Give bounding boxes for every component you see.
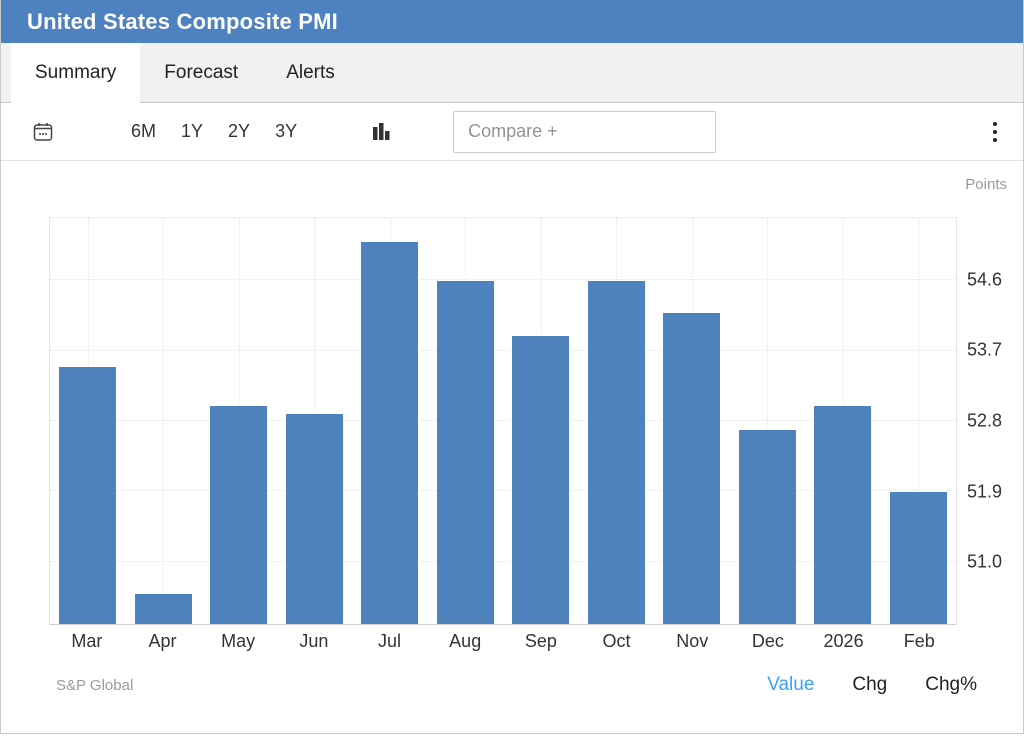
y-tick-label: 52.8 xyxy=(967,410,1003,431)
horizontal-gridline xyxy=(50,490,956,492)
page-title: United States Composite PMI xyxy=(27,8,338,34)
chart-bar-dec[interactable] xyxy=(737,428,797,624)
chart-type-button[interactable] xyxy=(367,117,395,147)
y-tick-label: 54.6 xyxy=(967,269,1003,290)
calendar-icon xyxy=(31,120,55,144)
chart-type-bar-icon xyxy=(369,119,393,145)
x-tick-label: Oct xyxy=(602,631,631,651)
y-axis-unit-label: Points xyxy=(965,176,1007,193)
chart-bar-nov[interactable] xyxy=(662,311,722,624)
chart-body: 51.0 51.9 52.8 53.7 54.6 xyxy=(1,217,1023,625)
bar-cell xyxy=(201,218,277,624)
tab-summary[interactable]: Summary xyxy=(11,43,141,103)
chart-bar-may[interactable] xyxy=(209,405,269,624)
bar-cell xyxy=(428,218,504,624)
bar-cell xyxy=(654,218,730,624)
horizontal-gridline xyxy=(50,420,956,421)
bar-cell xyxy=(352,218,428,624)
vertical-gridline xyxy=(918,218,920,624)
chart-bar-jun[interactable] xyxy=(284,413,344,624)
bar-cell xyxy=(730,218,806,624)
y-tick-label: 51.9 xyxy=(967,481,1003,502)
vertical-gridline xyxy=(163,218,165,624)
y-tick-label: 53.7 xyxy=(967,339,1003,360)
calendar-button[interactable] xyxy=(29,118,57,146)
horizontal-gridline xyxy=(50,349,956,351)
range-button-1y[interactable]: 1Y xyxy=(181,121,204,141)
widget-header: United States Composite PMI xyxy=(1,0,1023,43)
bar-cell xyxy=(126,218,202,624)
x-tick-label: May xyxy=(221,631,256,651)
kebab-menu-icon xyxy=(991,119,999,145)
x-tick-label: Mar xyxy=(71,631,103,651)
bar-cell xyxy=(503,218,579,624)
toolbar: 6M 1Y 2Y 3Y xyxy=(1,103,1023,161)
tab-alerts[interactable]: Alerts xyxy=(286,61,335,83)
range-button-2y[interactable]: 2Y xyxy=(228,121,251,141)
chart-bar-oct[interactable] xyxy=(586,280,646,624)
chart-bar-2026[interactable] xyxy=(813,405,873,624)
chart-footer: S&P Global Value Chg Chg% xyxy=(1,652,1023,696)
horizontal-gridline xyxy=(50,560,956,562)
chart-bar-sep[interactable] xyxy=(511,335,571,624)
bar-cell xyxy=(50,218,126,624)
chart-bar-apr[interactable] xyxy=(133,592,193,624)
chart-bar-mar[interactable] xyxy=(58,366,118,624)
range-button-6m[interactable]: 6M xyxy=(131,121,157,141)
chart-bar-feb[interactable] xyxy=(888,491,948,624)
mode-button-chg-pct[interactable]: Chg% xyxy=(925,674,977,695)
x-tick-label: Apr xyxy=(148,631,177,651)
tab-forecast[interactable]: Forecast xyxy=(164,61,239,83)
x-tick-label: Aug xyxy=(449,631,482,651)
y-axis-labels: 51.0 51.9 52.8 53.7 54.6 xyxy=(957,217,1023,625)
compare-field-wrap xyxy=(453,110,717,153)
bar-cell xyxy=(579,218,655,624)
vertical-gridline xyxy=(767,218,769,624)
plot-area xyxy=(49,217,957,625)
x-tick-label: Jun xyxy=(299,631,329,651)
x-tick-label: Feb xyxy=(903,631,935,651)
range-selector: 6M 1Y 2Y 3Y xyxy=(131,121,297,142)
x-tick-label: Jul xyxy=(378,631,402,651)
compare-input[interactable] xyxy=(454,111,716,152)
display-mode-switcher: Value Chg Chg% xyxy=(767,674,977,696)
chart-bar-jul[interactable] xyxy=(360,241,420,624)
source-attribution: S&P Global xyxy=(56,676,134,694)
y-tick-label: 51.0 xyxy=(967,551,1003,572)
x-tick-label: 2026 xyxy=(823,631,864,651)
mode-button-chg[interactable]: Chg xyxy=(852,674,888,695)
range-button-3y[interactable]: 3Y xyxy=(275,121,298,141)
x-tick-label: Dec xyxy=(751,631,784,651)
tab-bar: Summary Forecast Alerts xyxy=(1,43,1023,103)
bar-cell xyxy=(277,218,353,624)
x-axis-labels: Mar Apr May Jun Jul Aug Sep Oct Nov Dec 2026 Feb xyxy=(49,631,957,652)
x-tick-label: Sep xyxy=(524,631,557,651)
more-options-button[interactable] xyxy=(989,117,1001,147)
mode-button-value[interactable]: Value xyxy=(767,674,815,695)
chart-bar-aug[interactable] xyxy=(435,280,495,624)
bar-cell xyxy=(881,218,957,624)
x-tick-label: Nov xyxy=(676,631,709,651)
bar-cell xyxy=(805,218,881,624)
horizontal-gridline xyxy=(50,279,956,281)
